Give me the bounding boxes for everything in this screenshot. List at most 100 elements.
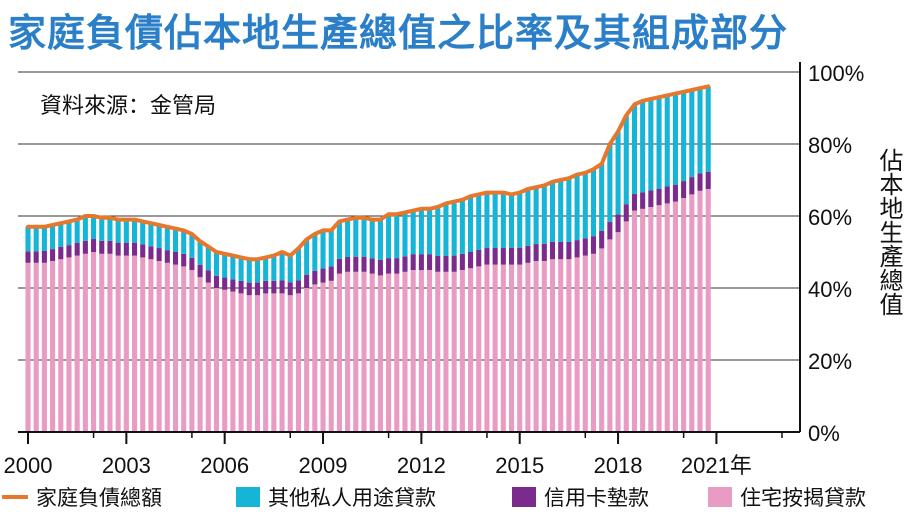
bar-segment [672, 184, 678, 202]
bar-segment [156, 261, 162, 432]
bar-segment [123, 219, 129, 243]
bar-segment [435, 255, 441, 272]
bar-segment [164, 250, 170, 263]
bar-segment [394, 216, 400, 259]
bar-segment [336, 273, 342, 432]
bar-segment [640, 208, 646, 432]
x-tick-label: 2000 [4, 453, 53, 478]
bar-segment [197, 277, 203, 432]
bar-segment [402, 212, 408, 257]
bar-segment [533, 261, 539, 432]
bar-segment [427, 208, 433, 255]
bar-segment [328, 266, 334, 281]
bar-segment [377, 259, 383, 276]
bar-segment [525, 245, 531, 263]
bar-segment [525, 189, 531, 246]
y-tick-label: 40% [808, 277, 852, 302]
bar-segment [328, 230, 334, 267]
bar-segment [500, 264, 506, 432]
bar-segment [222, 289, 228, 432]
bar-segment [287, 295, 293, 432]
bar-segment [631, 104, 637, 195]
bar-segment [648, 99, 654, 191]
bar-segment [451, 271, 457, 432]
bar-segment [25, 226, 31, 252]
legend-label: 信用卡墊款 [544, 486, 649, 510]
bar-segment [681, 91, 687, 182]
bar-segment [181, 266, 187, 432]
bar-segment [33, 251, 39, 263]
bar-segment [205, 282, 211, 432]
bar-segment [25, 262, 31, 432]
bar-segment [451, 203, 457, 256]
bar-segment [91, 239, 97, 252]
x-tick-label: 2006 [200, 453, 249, 478]
bar-segment [435, 207, 441, 256]
bar-segment [631, 210, 637, 432]
bar-segment [66, 221, 72, 246]
legend-label: 其他私人用途貸款 [268, 486, 436, 510]
bar-segment [91, 252, 97, 432]
bar-segment [607, 239, 613, 432]
bar-segment [336, 258, 342, 274]
bar-segment [681, 198, 687, 432]
bar-segment [328, 280, 334, 432]
bar-segment [271, 293, 277, 432]
bar-segment [254, 259, 261, 283]
bar-segment [459, 270, 465, 432]
bar-segment [131, 219, 138, 243]
bar-segment [549, 241, 556, 260]
bar-segment [697, 190, 703, 432]
bar-segment [271, 255, 277, 281]
bar-segment [574, 257, 580, 432]
legend-box-swatch [236, 487, 260, 507]
bar-segment [140, 221, 146, 245]
bar-segment [140, 244, 146, 258]
bar-segment [172, 264, 179, 432]
bar-segment [418, 208, 424, 255]
bar-segment [345, 271, 351, 432]
bar-segment [615, 232, 621, 432]
bar-segment [82, 240, 88, 254]
bar-segment [402, 271, 408, 432]
bar-segment [181, 230, 187, 254]
bar-segment [492, 192, 498, 249]
bar-segment [320, 268, 326, 283]
bar-segment [164, 262, 170, 432]
legend-box-swatch [708, 487, 732, 507]
bar-segment [623, 204, 629, 222]
bar-segment [58, 259, 64, 432]
bar-segment [222, 253, 228, 278]
bar-segment [541, 243, 547, 261]
bar-segment [213, 288, 220, 432]
bar-segment [74, 243, 80, 256]
bar-segment [459, 199, 465, 254]
bar-segment [50, 261, 56, 432]
bar-segment [33, 226, 39, 252]
bar-segment [66, 245, 72, 258]
bar-segment [656, 97, 662, 189]
bar-segment [246, 259, 252, 283]
bar-segment [672, 93, 678, 185]
y-tick-label: 0% [808, 421, 840, 446]
bar-segment [664, 203, 670, 432]
x-tick-label: 2012 [397, 453, 446, 478]
y-tick-label: 80% [808, 133, 852, 158]
bar-segment [607, 144, 613, 222]
bar-segment [615, 214, 621, 233]
bar-segment [566, 178, 572, 242]
bar-segment [508, 194, 515, 248]
bar-segment [508, 247, 515, 265]
bar-segment [25, 251, 31, 263]
bar-segment [230, 279, 236, 292]
bar-segment [246, 282, 252, 296]
bar-segment [131, 255, 138, 432]
bar-segment [295, 248, 301, 281]
bar-segment [148, 259, 154, 432]
bar-segment [172, 228, 179, 252]
bar-segment [99, 240, 105, 254]
bar-segment [213, 275, 220, 288]
bar-segment [476, 194, 482, 250]
y-tick-label: 20% [808, 349, 852, 374]
